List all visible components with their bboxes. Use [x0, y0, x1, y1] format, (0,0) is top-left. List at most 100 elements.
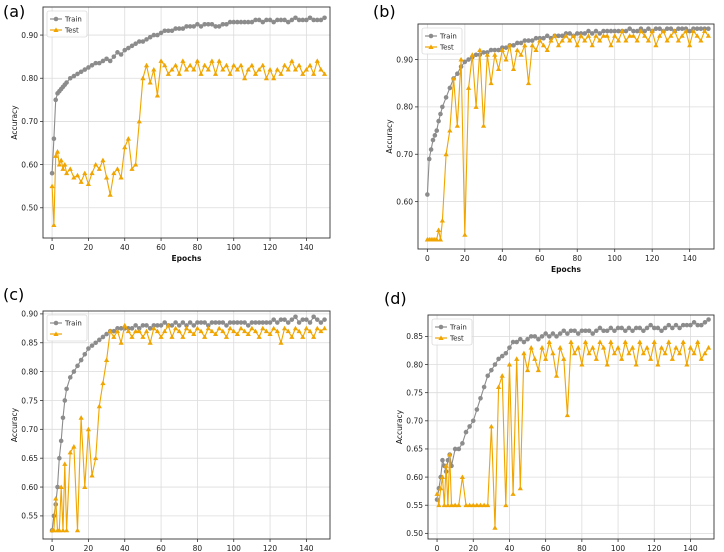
data-point: [499, 373, 505, 378]
data-point: [256, 320, 262, 325]
data-point: [311, 71, 317, 76]
data-point: [611, 350, 618, 356]
data-point: [586, 28, 591, 34]
series-train: [49, 314, 327, 533]
data-point: [612, 328, 617, 334]
data-point: [56, 527, 62, 533]
data-point: [58, 157, 64, 163]
data-point: [85, 181, 92, 186]
data-point: [477, 502, 484, 508]
data-point: [285, 328, 291, 334]
data-point: [503, 502, 509, 508]
data-point: [173, 325, 179, 331]
data-point: [559, 33, 565, 39]
data-point: [71, 73, 77, 79]
legend-marker: [428, 44, 434, 49]
legend-marker: [53, 320, 59, 326]
x-tick-label: 20: [460, 254, 470, 263]
legend-marker: [53, 331, 59, 336]
data-point: [582, 31, 588, 36]
data-point: [484, 52, 490, 57]
data-point: [533, 35, 539, 41]
data-point: [242, 320, 247, 325]
data-point: [525, 336, 530, 342]
data-point: [60, 166, 66, 171]
data-point: [664, 26, 670, 32]
data-point: [510, 491, 516, 496]
data-point: [495, 66, 502, 71]
data-point: [637, 325, 643, 331]
x-tick-label: 0: [425, 254, 430, 263]
data-point: [143, 328, 150, 334]
data-point: [546, 334, 552, 339]
data-point: [481, 384, 487, 390]
data-point: [162, 328, 168, 334]
data-point: [651, 325, 657, 331]
data-point: [641, 328, 646, 334]
data-point: [586, 350, 592, 356]
data-point: [165, 71, 171, 76]
data-point: [447, 127, 453, 133]
y-tick-label: 0.90: [21, 310, 38, 319]
data-point: [202, 62, 208, 68]
x-tick-label: 40: [120, 243, 130, 252]
data-point: [698, 356, 704, 361]
data-point: [514, 47, 520, 53]
data-point: [111, 334, 117, 339]
data-point: [75, 71, 80, 77]
data-point: [495, 384, 502, 389]
data-point: [58, 438, 64, 444]
data-point: [528, 334, 534, 339]
data-point: [242, 75, 248, 81]
data-point: [187, 320, 193, 325]
data-point: [147, 79, 153, 85]
data-point: [100, 334, 106, 340]
data-point: [267, 17, 273, 23]
x-tick-label: 100: [227, 243, 242, 252]
data-point: [133, 323, 138, 328]
y-tick-label: 0.50: [406, 529, 423, 538]
data-point: [540, 42, 547, 48]
data-point: [205, 325, 211, 331]
data-point: [224, 323, 229, 328]
data-point: [78, 179, 84, 184]
data-point: [176, 71, 182, 76]
data-point: [537, 37, 543, 43]
data-point: [677, 350, 683, 356]
data-point: [539, 345, 545, 350]
data-point: [489, 367, 494, 373]
data-point: [238, 19, 244, 25]
data-point: [256, 17, 262, 23]
data-point: [633, 325, 639, 331]
data-point: [644, 345, 650, 350]
data-point: [485, 502, 491, 508]
x-tick-label: 40: [505, 544, 515, 552]
data-point: [136, 326, 142, 331]
panel-label: (a): [3, 2, 25, 21]
data-point: [82, 351, 88, 357]
data-point: [213, 320, 218, 325]
data-point: [578, 33, 584, 38]
data-point: [680, 339, 686, 344]
data-point: [507, 42, 513, 48]
series-test: [434, 339, 712, 530]
data-point: [154, 92, 161, 98]
data-point: [311, 314, 316, 320]
data-point: [183, 67, 190, 72]
data-point: [314, 317, 320, 322]
data-point: [601, 328, 606, 334]
y-axis-label: Accuracy: [395, 409, 404, 444]
data-point: [557, 331, 563, 336]
panel-label: (b): [373, 2, 396, 21]
data-point: [126, 45, 131, 51]
data-point: [281, 62, 288, 68]
legend-marker: [438, 335, 444, 340]
y-tick-label: 0.85: [21, 339, 38, 348]
data-point: [695, 339, 701, 344]
data-point: [616, 28, 621, 34]
data-point: [492, 47, 498, 53]
data-point: [600, 33, 607, 38]
y-tick-label: 0.70: [21, 425, 38, 434]
legend-marker: [53, 16, 59, 22]
data-point: [434, 128, 440, 133]
